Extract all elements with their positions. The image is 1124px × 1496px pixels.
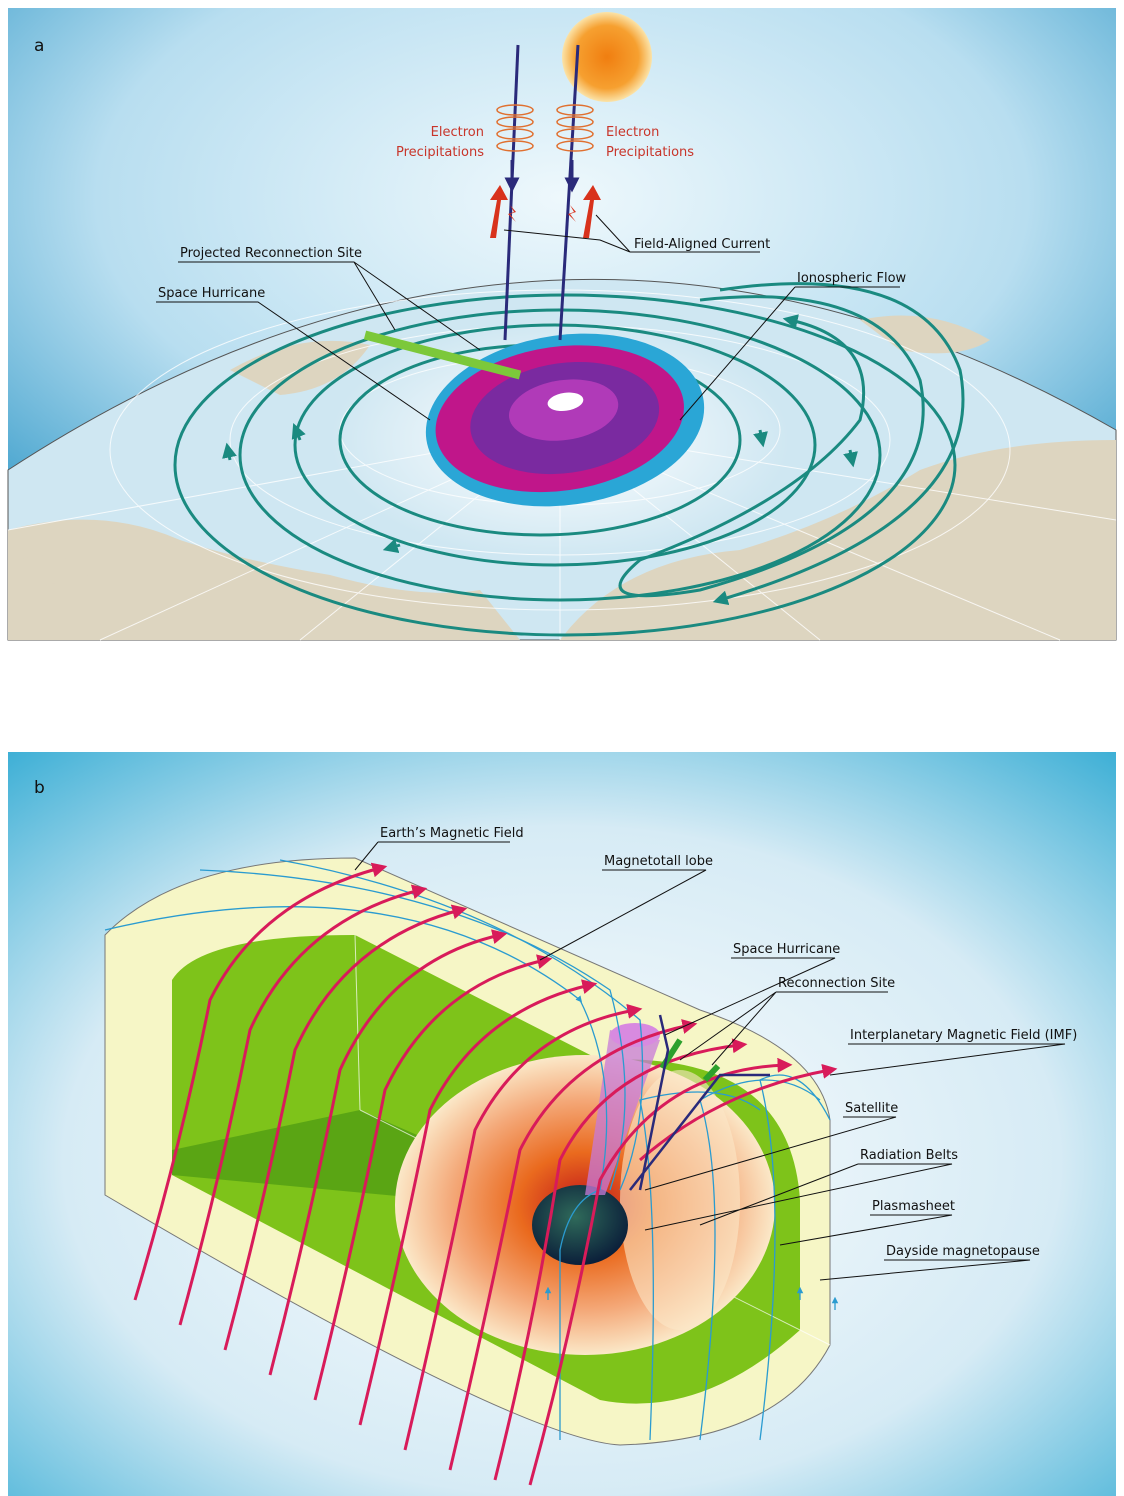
panel-label: a [34,36,44,56]
sun [562,12,652,102]
panel-b: b Earth’s Magnetic Field Magnetotall lob… [8,752,1116,1496]
earth [532,1185,628,1265]
annotation: Field-Aligned Current [634,237,770,252]
annotation: Projected Reconnection Site [180,246,362,261]
reconnection-site [363,330,522,380]
gyration [496,104,594,152]
panel-label: b [34,778,45,798]
annotation: Interplanetary Magnetic Field (IMF) [850,1028,1077,1043]
annotation: Magnetotall lobe [604,854,713,869]
annotation: Ionospheric Flow [797,271,907,286]
annotation: Space Hurricane [158,286,265,301]
annotation: Precipitations [396,145,484,160]
imf-lines [133,862,838,1486]
earth-field-lines [104,859,839,1441]
annotation: Dayside magnetopause [886,1244,1040,1259]
hurricane-top [610,1023,660,1047]
hurricane-funnel [585,1030,660,1195]
leader-lines [354,841,1066,1281]
annotation: Satellite [845,1101,898,1116]
annotation: Reconnection Site [778,976,895,991]
annotation: Radiation Belts [860,1148,958,1163]
annotation: Precipitations [606,145,694,160]
annotation: Earth’s Magnetic Field [380,826,524,841]
panel-a: a Electron Precipitations Electron Preci… [7,8,1117,641]
outer-belt [620,1070,740,1330]
leader-lines [156,214,900,421]
annotation: Electron [606,125,659,140]
annotation: Space Hurricane [733,942,840,957]
current-arrows [490,185,601,238]
annotation: Electron [431,125,484,140]
field-lines [503,44,580,341]
open-field-lines [629,1014,770,1191]
hurricane [425,333,705,507]
annotation: Plasmasheet [872,1199,955,1214]
